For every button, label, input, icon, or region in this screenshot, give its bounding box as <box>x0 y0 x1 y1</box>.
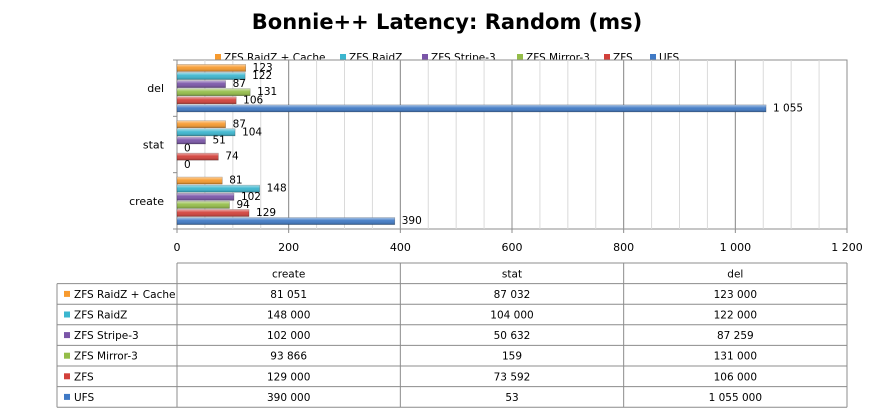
bar-zfs-stripe-3-stat-shine <box>177 136 206 144</box>
table-series-label-zfs-stripe-3: ZFS Stripe-3 <box>74 330 139 342</box>
bar-zfs-raidz-cache-create-shine <box>177 177 223 185</box>
table-swatch-zfs-stripe-3 <box>64 332 70 339</box>
table-cell-zfs-raidz-cache-create: 81 051 <box>270 289 307 301</box>
table-cell-zfs-raidz-create: 148 000 <box>267 310 310 322</box>
table-swatch-ufs <box>64 393 70 400</box>
data-label-zfs-mirror-3-create: 94 <box>236 199 250 211</box>
table-series-label-zfs-raidz-cache: ZFS RaidZ + Cache <box>74 289 175 301</box>
category-label-del: del <box>147 82 164 95</box>
bar-zfs-stripe-3-del-shine <box>177 80 226 88</box>
legend-swatch-ufs <box>650 54 656 60</box>
x-tick-label-400: 400 <box>390 241 411 254</box>
bar-zfs-raidz-cache-del-shine <box>177 64 246 72</box>
table-cell-zfs-mirror-3-stat: 159 <box>502 351 522 363</box>
bar-zfs-raidz-del-shine <box>177 72 246 80</box>
legend-swatch-zfs-raidz <box>340 54 346 60</box>
data-label-zfs-stat: 74 <box>225 151 239 163</box>
table-cell-zfs-mirror-3-del: 131 000 <box>714 351 757 363</box>
table-cell-zfs-stat: 73 592 <box>494 371 531 383</box>
table-cell-zfs-stripe-3-stat: 50 632 <box>494 330 531 342</box>
table-cell-zfs-stripe-3-del: 87 259 <box>717 330 754 342</box>
data-label-zfs-create: 129 <box>256 207 276 219</box>
data-label-zfs-stripe-3-del: 87 <box>233 78 246 90</box>
table-cell-ufs-stat: 53 <box>505 392 518 404</box>
bar-zfs-del-shine <box>177 96 237 104</box>
table-cell-zfs-raidz-stat: 104 000 <box>490 310 533 322</box>
data-label-zfs-raidz-create: 148 <box>267 183 287 195</box>
table-cell-zfs-raidz-cache-del: 123 000 <box>714 289 757 301</box>
bar-ufs-del-shine <box>177 104 767 112</box>
table-cell-zfs-raidz-del: 122 000 <box>714 310 757 322</box>
legend-swatch-zfs-raidz-cache <box>215 54 221 60</box>
bar-ufs-create-shine <box>177 217 395 225</box>
table-swatch-zfs <box>64 373 70 380</box>
table-series-label-ufs: UFS <box>74 392 95 404</box>
table-cell-zfs-mirror-3-create: 93 866 <box>270 351 307 363</box>
data-label-zfs-raidz-stat: 104 <box>242 126 262 138</box>
bar-zfs-create-shine <box>177 209 250 217</box>
data-label-zfs-raidz-cache-stat: 87 <box>233 118 246 130</box>
data-label-zfs-mirror-3-del: 131 <box>257 86 277 98</box>
x-tick-label-1000: 1 000 <box>720 241 752 254</box>
data-label-zfs-stripe-3-stat: 51 <box>212 134 225 146</box>
data-label-zfs-raidz-cache-del: 123 <box>253 62 273 74</box>
category-label-create: create <box>129 195 164 208</box>
x-tick-label-1200: 1 200 <box>831 241 863 254</box>
table-cell-ufs-del: 1 055 000 <box>709 392 762 404</box>
legend-swatch-zfs-stripe-3 <box>422 54 428 60</box>
table-series-label-zfs-mirror-3: ZFS Mirror-3 <box>74 351 138 363</box>
x-tick-label-600: 600 <box>502 241 523 254</box>
data-label-ufs-stat: 0 <box>184 159 191 171</box>
category-label-stat: stat <box>143 139 165 152</box>
bar-zfs-mirror-3-create-shine <box>177 201 230 209</box>
x-tick-label-800: 800 <box>613 241 634 254</box>
table-cell-zfs-del: 106 000 <box>714 371 757 383</box>
bar-zfs-raidz-cache-stat-shine <box>177 120 226 128</box>
table-cell-ufs-create: 390 000 <box>267 392 310 404</box>
data-table: create stat del ZFS RaidZ + Cache 81 051 87 0… <box>56 262 848 408</box>
table-cell-zfs-raidz-cache-stat: 87 032 <box>494 289 531 301</box>
bar-zfs-stat-shine <box>177 153 219 161</box>
data-label-ufs-del: 1 055 <box>773 102 803 114</box>
bar-zfs-raidz-stat-shine <box>177 128 236 136</box>
table-series-label-zfs-raidz: ZFS RaidZ <box>74 310 127 322</box>
table-series-label-zfs: ZFS <box>74 371 94 383</box>
bar-zfs-raidz-create-shine <box>177 185 260 193</box>
data-label-zfs-raidz-cache-create: 81 <box>229 175 242 187</box>
table-swatch-zfs-mirror-3 <box>64 352 70 359</box>
table-swatch-zfs-raidz-cache <box>64 290 70 297</box>
data-label-zfs-stripe-3-create: 102 <box>241 191 261 203</box>
data-label-zfs-del: 106 <box>243 94 263 106</box>
bar-zfs-stripe-3-create-shine <box>177 193 234 201</box>
table-cell-zfs-create: 129 000 <box>267 371 310 383</box>
legend-swatch-zfs <box>604 54 610 60</box>
chart-title: Bonnie++ Latency: Random (ms) <box>252 10 642 34</box>
x-tick-label-0: 0 <box>174 241 181 254</box>
table-header-stat: stat <box>502 268 522 280</box>
data-label-zfs-raidz-del: 122 <box>252 70 272 82</box>
data-label-zfs-mirror-3-stat: 0 <box>184 143 191 155</box>
data-label-ufs-create: 390 <box>402 215 422 227</box>
table-header-del: del <box>727 268 743 280</box>
legend-swatch-zfs-mirror-3 <box>517 54 523 60</box>
table-header-create: create <box>272 268 305 280</box>
table-cell-zfs-stripe-3-create: 102 000 <box>267 330 310 342</box>
table-swatch-zfs-raidz <box>64 311 70 318</box>
x-tick-label-200: 200 <box>278 241 299 254</box>
bar-zfs-mirror-3-del-shine <box>177 88 251 96</box>
